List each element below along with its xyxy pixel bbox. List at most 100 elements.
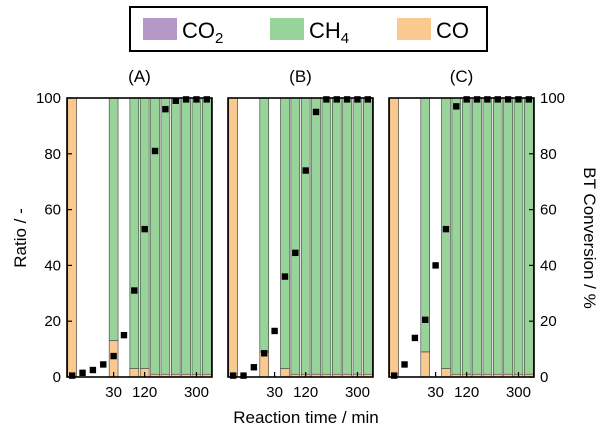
x-tick-label-a-1: 30 [105,384,122,401]
y-tick-label-right-3: 60 [540,202,557,219]
bt-conversion-marker-a-5 [110,352,117,360]
bar-co-c-6 [441,368,451,378]
y-tick-label-right-2: 40 [540,257,557,274]
x-tick-label-c-1: 30 [427,384,444,401]
y-tick-label-right-5: 100 [540,90,565,107]
y-tick-label-left-3: 60 [44,202,61,219]
bar-ch4-b-4 [259,97,270,353]
bar-co-a-1 [67,97,77,378]
bar-ch4-b-11 [331,97,342,375]
bar-ch4-b-12 [342,97,352,375]
bt-conversion-marker-c-3 [411,334,419,342]
bar-ch4-a-14 [202,97,212,375]
bt-conversion-marker-c-10 [484,96,491,103]
bar-co-b-1 [228,97,238,378]
bar-ch4-c-10 [482,97,493,375]
bt-conversion-marker-a-2 [79,369,86,377]
legend-label-co: CO [436,18,469,43]
legend-swatch-co [397,18,431,40]
bar-ch4-c-14 [524,97,534,375]
bt-conversion-marker-c-12 [504,96,512,103]
x-axis-label: Reaction time / min [233,408,379,427]
bar-ch4-b-7 [290,97,301,375]
bt-conversion-marker-b-2 [240,372,247,379]
y-tick-label-left-4: 80 [44,146,61,163]
bt-conversion-marker-c-6 [442,225,450,233]
panel-title-a: (A) [128,67,151,86]
y-tick-label-left-0: 0 [53,369,61,386]
bt-conversion-marker-c-14 [525,96,533,103]
bt-conversion-marker-b-3 [250,364,258,371]
legend-label-co2-sub: 2 [215,30,223,47]
bt-conversion-marker-b-7 [292,249,299,257]
bt-conversion-marker-a-10 [162,105,169,113]
bt-conversion-marker-b-13 [354,96,361,103]
bar-ch4-c-7 [451,97,462,375]
bar-ch4-b-10 [321,97,332,375]
bar-co-a-7 [129,368,140,378]
x-tick-label-a-2: 120 [132,384,157,401]
bt-conversion-marker-c-4 [422,316,429,324]
y-axis-label-right: BT Conversion / % [580,167,599,308]
legend-swatch-ch4 [270,18,304,40]
bar-ch4-c-13 [513,97,524,375]
bt-conversion-marker-c-1 [390,372,398,379]
bt-conversion-marker-a-14 [203,96,211,103]
bar-co-c-4 [420,351,431,378]
bt-conversion-marker-b-12 [343,96,351,103]
y-tick-label-right-4: 80 [540,146,557,163]
bar-ch4-a-11 [171,97,181,375]
bt-conversion-marker-c-7 [453,103,460,110]
bt-conversion-marker-a-6 [120,331,128,339]
legend-label-co2: CO2 [182,18,223,47]
bt-conversion-marker-b-14 [364,96,372,103]
bt-conversion-marker-b-1 [229,372,237,379]
bt-conversion-marker-c-8 [463,96,470,103]
bar-co-c-1 [389,97,399,378]
bt-conversion-marker-c-9 [473,96,481,103]
bt-conversion-marker-c-13 [515,96,522,103]
bar-ch4-a-13 [191,97,202,375]
legend-label-co2-text: CO [182,18,215,43]
bt-conversion-marker-a-9 [151,147,159,155]
legend-label-ch4-sub: 4 [341,30,349,47]
bt-conversion-marker-b-9 [312,108,320,116]
panel-title-c: (C) [450,67,474,86]
legend-swatch-co2 [143,18,177,40]
panel-frame-a [66,97,213,378]
bt-conversion-marker-a-12 [182,96,190,103]
y-tick-label-left-5: 100 [36,90,61,107]
panel-title-b: (B) [289,67,312,86]
bt-conversion-marker-a-13 [193,96,200,103]
bt-conversion-marker-a-7 [131,287,138,294]
y-tick-label-left-1: 20 [44,313,61,330]
x-tick-label-b-2: 120 [293,384,318,401]
bar-ch4-a-7 [129,97,140,369]
bar-ch4-a-9 [150,97,160,375]
y-tick-label-right-0: 0 [540,369,548,386]
bt-conversion-marker-b-4 [261,350,268,357]
plots: (A) 30 120 300 0 20 40 60 80 100 (B) 30 120 300 (C) 30 1… [36,67,565,401]
x-tick-label-c-2: 120 [454,384,479,401]
legend-label-ch4-text: CH [309,18,341,43]
panel-frame-b [227,97,374,378]
bar-ch4-a-5 [108,97,119,342]
bt-conversion-marker-a-11 [172,97,179,104]
bt-conversion-marker-b-5 [271,327,278,335]
bt-conversion-marker-b-6 [281,273,289,280]
bar-ch4-b-6 [280,97,290,369]
bar-ch4-b-9 [311,97,321,375]
bar-ch4-a-10 [160,97,171,375]
bt-conversion-marker-b-10 [323,96,330,103]
bar-ch4-c-4 [420,97,431,353]
bar-ch4-b-8 [300,97,311,375]
x-tick-label-b-3: 300 [345,384,370,401]
y-tick-label-right-1: 20 [540,313,557,330]
bt-conversion-marker-c-11 [494,96,501,103]
legend: CO2 CH4 CO [129,6,488,52]
bar-ch4-c-11 [492,97,503,375]
bt-conversion-marker-b-8 [302,167,309,174]
y-tick-label-left-2: 40 [44,257,61,274]
bar-ch4-c-12 [503,97,513,375]
